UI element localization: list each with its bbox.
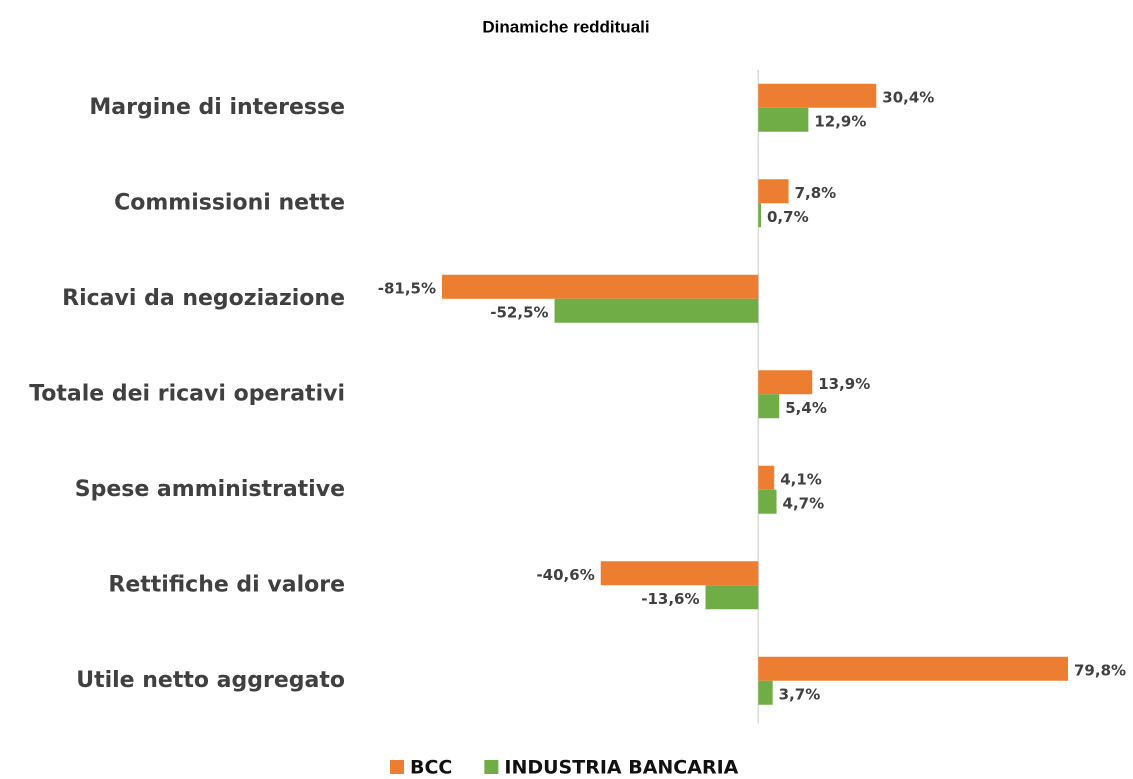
value-label: 12,9% [814,112,866,130]
category-label: Totale dei ricavi operativi [29,381,345,406]
legend-label: BCC [410,757,452,779]
value-label: 0,7% [767,208,809,226]
bar [554,298,759,323]
bar [758,179,789,204]
bar [758,656,1069,681]
legend-label: INDUSTRIA BANCARIA [504,757,738,779]
legend-swatch [484,760,499,774]
value-label: -81,5% [378,279,436,297]
bar [758,107,809,132]
legend-swatch [390,760,404,774]
bar [758,680,773,705]
category-label: Margine di interesse [89,95,345,120]
category-label: Utile netto aggregato [76,668,345,693]
value-label: 79,8% [1074,661,1126,679]
value-label: -52,5% [490,303,548,321]
value-label: -40,6% [536,566,594,584]
value-label: 7,8% [795,184,837,202]
bar [758,203,762,228]
category-label: Ricavi da negoziazione [62,286,345,311]
bar [758,370,813,395]
bar [705,585,759,610]
category-label: Spese amministrative [75,477,345,502]
bar [758,465,775,490]
bar [758,394,780,419]
category-label: Commissioni nette [114,190,345,215]
value-label: 3,7% [779,685,821,703]
value-label: 13,9% [818,375,870,393]
bar [758,83,877,108]
value-label: 4,1% [780,470,822,488]
bar [758,489,777,514]
value-label: -13,6% [641,590,699,608]
bar [600,561,759,586]
chart-title: Dinamiche reddituali [482,17,649,36]
value-label: 5,4% [785,399,827,417]
value-label: 4,7% [783,494,825,512]
category-label: Rettifiche di valore [108,572,345,597]
bar [441,274,759,299]
value-label: 30,4% [882,88,934,106]
